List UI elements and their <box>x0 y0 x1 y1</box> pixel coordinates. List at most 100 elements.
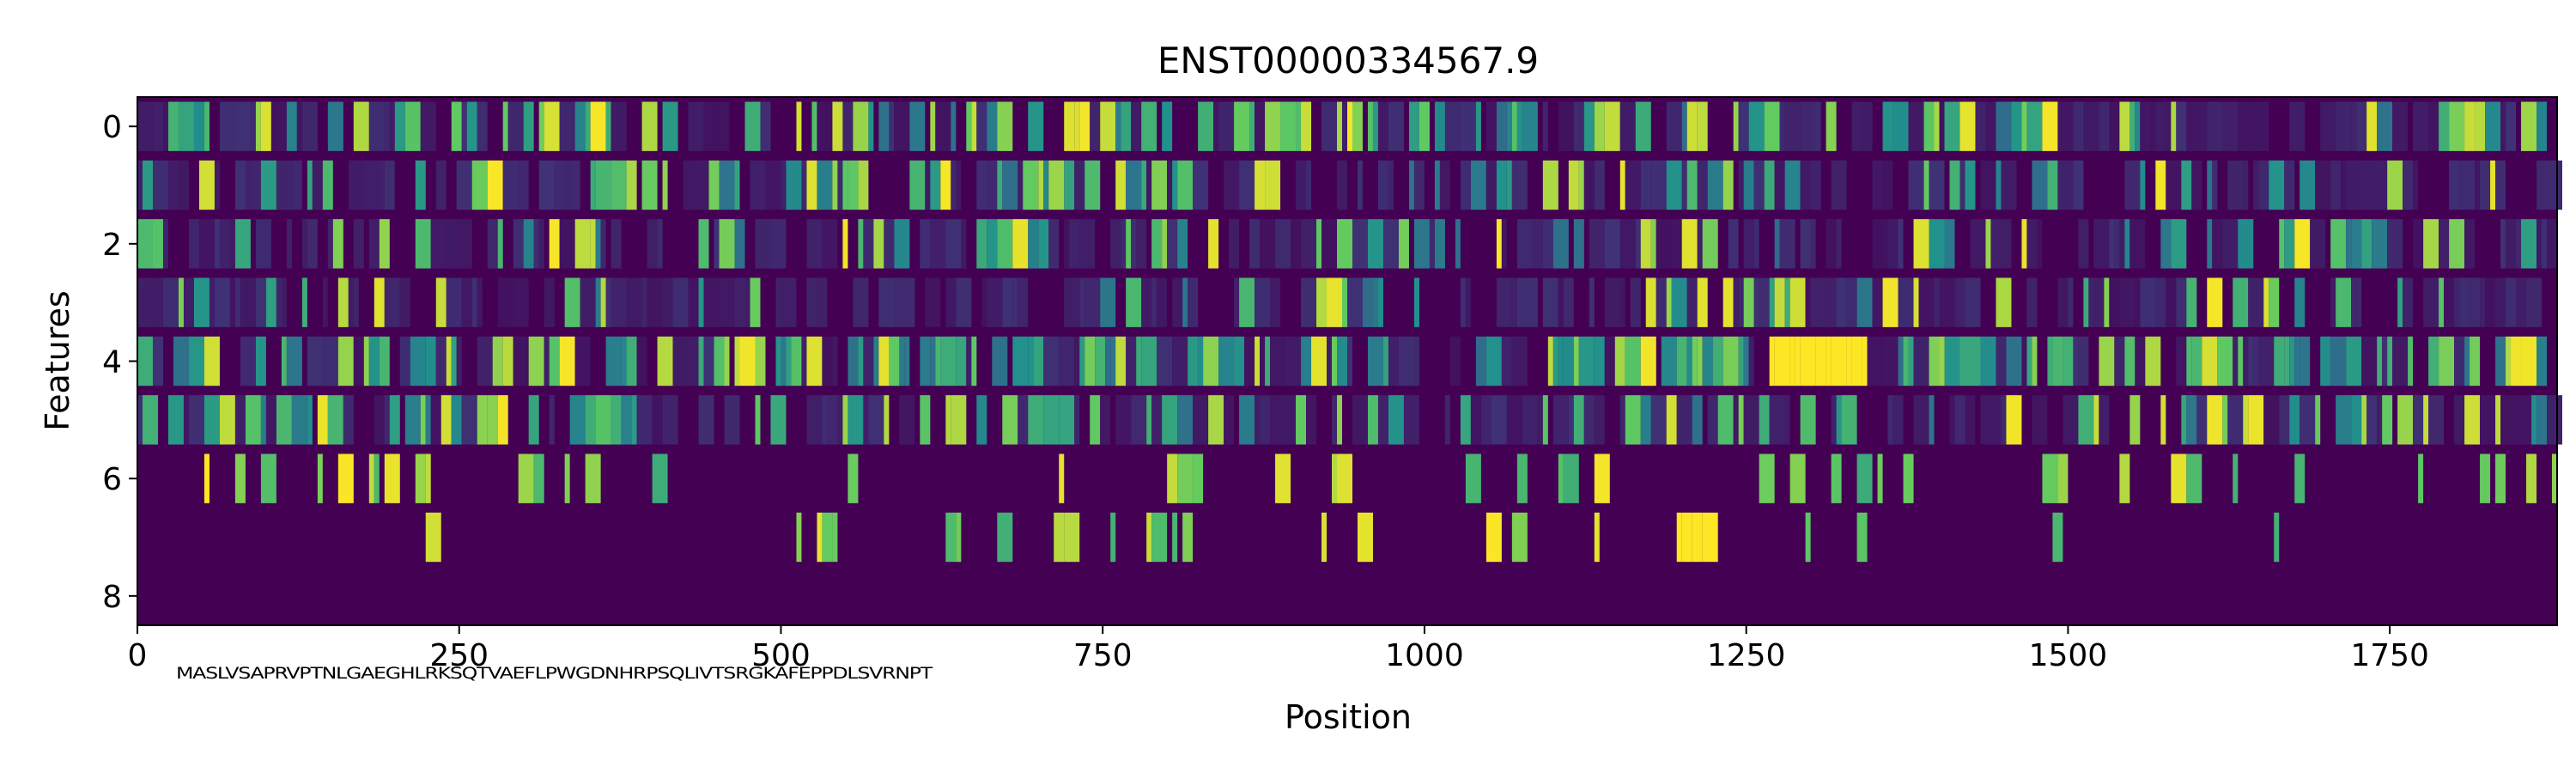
heatmap-cell <box>2449 160 2460 210</box>
heatmap-cell <box>2140 277 2156 327</box>
heatmap-cell <box>1177 395 1194 445</box>
heatmap-cell <box>1357 160 1363 210</box>
heatmap-cells <box>137 97 2562 625</box>
heatmap-cell <box>2057 101 2074 151</box>
heatmap-cell <box>2026 336 2032 386</box>
heatmap-cell <box>2258 336 2275 386</box>
heatmap-cell <box>2413 160 2419 210</box>
heatmap-cell <box>1671 277 1687 327</box>
heatmap-cell <box>1996 277 2012 327</box>
heatmap-cell <box>636 336 647 386</box>
heatmap-cell <box>1372 277 1378 327</box>
heatmap-cell <box>353 219 364 269</box>
heatmap-cell <box>1759 395 1770 445</box>
heatmap-cell <box>703 277 720 327</box>
heatmap-cell <box>1676 395 1692 445</box>
x-tick-label: 500 <box>751 638 811 673</box>
heatmap-cell <box>1666 101 1682 151</box>
heatmap-cell <box>255 336 266 386</box>
heatmap-cell <box>2480 160 2491 210</box>
heatmap-cell <box>1275 453 1291 503</box>
heatmap-cell <box>2387 160 2403 210</box>
heatmap-cell <box>173 336 189 386</box>
heatmap-cell <box>1784 395 1790 445</box>
heatmap-cell <box>1753 277 1759 327</box>
heatmap-cell <box>987 101 998 151</box>
heatmap-cell <box>574 219 591 269</box>
heatmap-cell <box>1949 160 1960 210</box>
heatmap-cell <box>1959 336 1976 386</box>
heatmap-cell <box>801 160 807 210</box>
heatmap-cell <box>188 336 204 386</box>
heatmap-cell <box>317 395 328 445</box>
heatmap-cell <box>1614 336 1625 386</box>
heatmap-cell <box>1666 277 1672 327</box>
heatmap-cell <box>2171 219 2187 269</box>
heatmap-cell <box>1146 160 1152 210</box>
heatmap-cell <box>178 160 189 210</box>
heatmap-cell <box>806 160 817 210</box>
heatmap-cell <box>976 160 987 210</box>
heatmap-cell <box>1506 395 1522 445</box>
heatmap-cell <box>1619 101 1636 151</box>
heatmap-cell <box>1337 453 1352 503</box>
heatmap-cell <box>1552 336 1558 386</box>
heatmap-cell <box>1656 219 1672 269</box>
heatmap-cell <box>2531 395 2537 445</box>
heatmap-cell <box>1234 101 1250 151</box>
heatmap-cell <box>518 453 534 503</box>
heatmap-cell <box>1167 453 1178 503</box>
heatmap-cell <box>2078 219 2089 269</box>
heatmap-cell <box>739 336 756 386</box>
heatmap-cell <box>1485 160 1497 210</box>
heatmap-cell <box>265 277 276 327</box>
heatmap-cell <box>435 336 447 386</box>
heatmap-cell <box>368 453 374 503</box>
heatmap-cell <box>930 160 941 210</box>
heatmap-cell <box>1826 219 1837 269</box>
heatmap-cell <box>167 395 184 445</box>
heatmap-cell <box>1084 160 1101 210</box>
heatmap-cell <box>1789 336 1795 386</box>
heatmap-cell <box>1511 336 1528 386</box>
heatmap-cell <box>1686 160 1698 210</box>
heatmap-cell <box>1743 277 1754 327</box>
heatmap-cell <box>281 336 287 386</box>
heatmap-cell <box>379 336 390 386</box>
heatmap-cell <box>394 101 405 151</box>
heatmap-cell <box>1996 160 2002 210</box>
heatmap-cell <box>2176 336 2187 386</box>
heatmap-cell <box>1172 336 1188 386</box>
heatmap-cell <box>827 395 838 445</box>
heatmap-cell <box>2057 277 2069 327</box>
heatmap-cell <box>2021 336 2027 386</box>
heatmap-cell <box>2537 336 2548 386</box>
heatmap-cell <box>1650 160 1667 210</box>
heatmap-cell <box>750 160 766 210</box>
heatmap-cell <box>1702 336 1713 386</box>
heatmap-cell <box>1939 277 1955 327</box>
heatmap-cell <box>791 336 802 386</box>
heatmap-cell <box>894 101 910 151</box>
heatmap-cell <box>1934 101 1940 151</box>
heatmap-cell <box>1064 101 1075 151</box>
heatmap-cell <box>765 160 781 210</box>
heatmap-cell <box>2542 219 2548 269</box>
heatmap-cell <box>1038 160 1044 210</box>
heatmap-cell <box>2516 277 2527 327</box>
heatmap-cell <box>1635 101 1651 151</box>
heatmap-cell <box>477 277 483 327</box>
heatmap-cell <box>2109 277 2120 327</box>
heatmap-cell <box>1090 395 1101 445</box>
heatmap-cell <box>2418 453 2424 503</box>
heatmap-cell <box>2001 160 2017 210</box>
heatmap-cell <box>497 219 503 269</box>
heatmap-cell <box>2227 160 2244 210</box>
heatmap-cell <box>384 277 400 327</box>
heatmap-cell <box>894 219 910 269</box>
heatmap-cell <box>425 512 441 563</box>
heatmap-cell <box>956 160 962 210</box>
heatmap-cell <box>1738 395 1744 445</box>
heatmap-cell <box>204 395 220 445</box>
heatmap-cell <box>636 395 653 445</box>
